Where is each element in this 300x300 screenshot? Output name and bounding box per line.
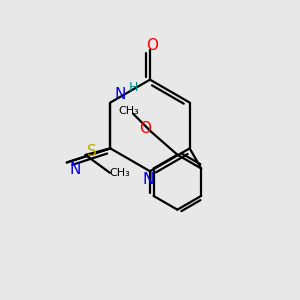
Text: N: N bbox=[69, 162, 81, 177]
Text: H: H bbox=[128, 81, 138, 94]
Text: CH₃: CH₃ bbox=[110, 168, 130, 178]
Text: S: S bbox=[87, 144, 97, 159]
Text: O: O bbox=[139, 121, 151, 136]
Text: N: N bbox=[115, 87, 126, 102]
Text: O: O bbox=[146, 38, 158, 53]
Text: CH₃: CH₃ bbox=[118, 106, 139, 116]
Text: N: N bbox=[143, 172, 154, 187]
